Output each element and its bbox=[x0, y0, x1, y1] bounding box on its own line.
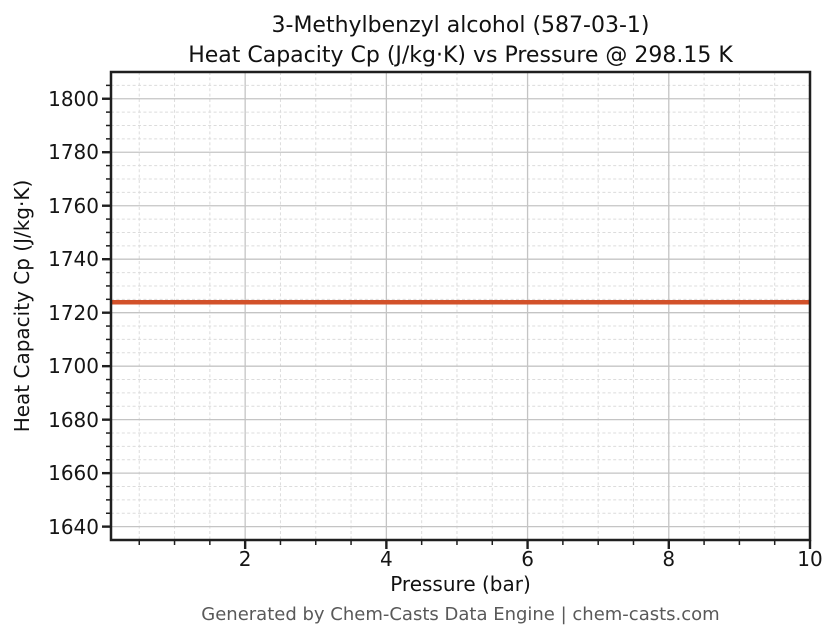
y-tick-label: 1720 bbox=[48, 300, 99, 325]
footer-credit: Generated by Chem-Casts Data Engine | ch… bbox=[201, 604, 720, 625]
plot-spines bbox=[109, 70, 812, 542]
chart-title-line1: 3-Methylbenzyl alcohol (587-03-1) bbox=[271, 13, 650, 38]
x-tick-label: 8 bbox=[662, 547, 676, 571]
chart-title: 3-Methylbenzyl alcohol (587-03-1) Heat C… bbox=[111, 11, 810, 71]
x-tick-label: 10 bbox=[797, 547, 823, 571]
x-tick-label: 2 bbox=[238, 547, 252, 571]
y-tick-label: 1800 bbox=[48, 86, 99, 111]
x-tick-label: 4 bbox=[379, 547, 393, 571]
y-tick-label: 1660 bbox=[48, 461, 99, 486]
y-tick-label: 1700 bbox=[48, 354, 99, 379]
y-tick-label: 1780 bbox=[48, 140, 99, 165]
y-tick-label: 1740 bbox=[48, 247, 99, 272]
y-tick-label: 1640 bbox=[48, 514, 99, 539]
x-axis-label: Pressure (bar) bbox=[390, 572, 531, 596]
y-tick-label: 1760 bbox=[48, 193, 99, 218]
x-tick-label: 6 bbox=[521, 547, 534, 571]
chart-title-line2: Heat Capacity Cp (J/kg·K) vs Pressure @ … bbox=[188, 43, 733, 68]
y-axis-label: Heat Capacity Cp (J/kg·K) bbox=[10, 179, 34, 433]
y-tick-label: 1680 bbox=[48, 407, 99, 432]
